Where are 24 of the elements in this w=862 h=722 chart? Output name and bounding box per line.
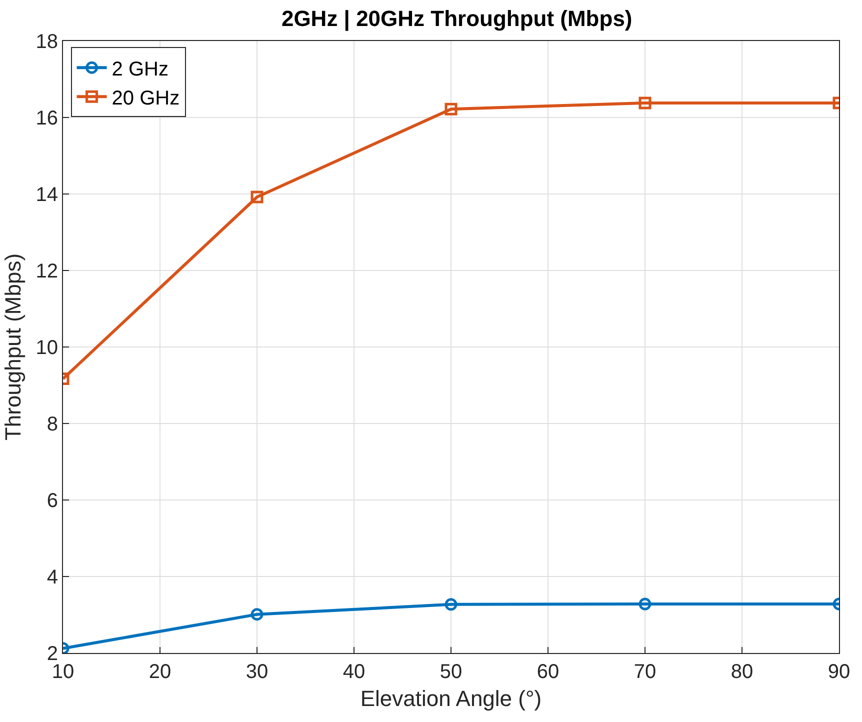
y-tick-label: 8 (46, 414, 58, 436)
x-tick-label: 30 (246, 661, 268, 683)
y-tick-label: 6 (46, 490, 58, 512)
chart-title: 2GHz | 20GHz Throughput (Mbps) (281, 6, 632, 32)
x-tick-label: 20 (148, 661, 172, 683)
x-tick-label: 60 (536, 661, 560, 683)
y-tick-label: 14 (36, 184, 58, 206)
legend-label: 20 GHz (112, 87, 180, 110)
y-tick-label: 10 (36, 337, 58, 359)
x-tick-label: 50 (440, 661, 462, 683)
x-tick-label: 90 (828, 661, 850, 683)
y-tick-label: 16 (36, 108, 58, 130)
y-tick-label: 2 (46, 643, 58, 665)
y-tick-label: 4 (46, 566, 58, 588)
y-tick-label: 12 (36, 260, 58, 282)
x-axis-title: Elevation Angle (°) (360, 686, 542, 711)
point (444, 102, 458, 116)
point (444, 598, 458, 611)
legend-label: 2 GHz (112, 58, 168, 80)
x-tick-label: 70 (634, 661, 656, 683)
y-axis-title: Throughput (Mbps) (0, 253, 26, 441)
x-tick-label: 80 (730, 661, 754, 683)
y-tick-label: 18 (36, 31, 58, 53)
x-tick-label: 40 (342, 661, 366, 683)
